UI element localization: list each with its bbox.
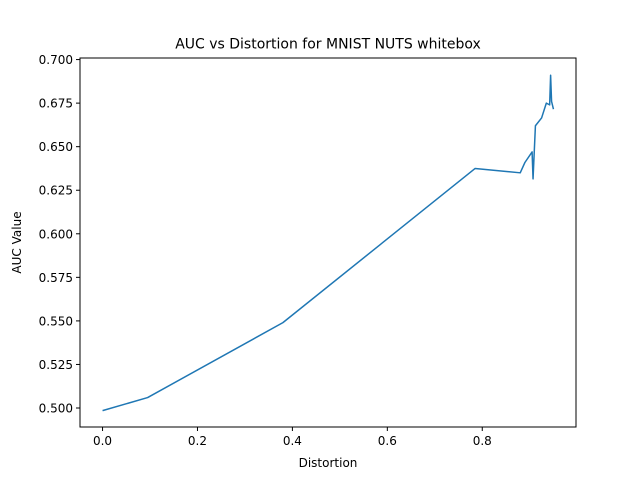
y-axis-label: AUC Value bbox=[10, 211, 24, 273]
y-tick-label: 0.575 bbox=[39, 271, 73, 285]
chart-title: AUC vs Distortion for MNIST NUTS whitebo… bbox=[175, 37, 481, 53]
x-tick-label: 0.8 bbox=[473, 434, 492, 448]
y-tick-label: 0.600 bbox=[39, 227, 73, 241]
y-tick-label: 0.525 bbox=[39, 358, 73, 372]
y-tick-label: 0.550 bbox=[39, 314, 73, 328]
y-tick-label: 0.625 bbox=[39, 184, 73, 198]
y-tick-label: 0.650 bbox=[39, 140, 73, 154]
series-line bbox=[102, 74, 555, 412]
series-layer bbox=[102, 74, 555, 412]
y-tick-label: 0.675 bbox=[39, 97, 73, 111]
axes-frame bbox=[79, 57, 577, 428]
x-tick-label: 0.2 bbox=[188, 434, 207, 448]
y-tick-label: 0.700 bbox=[39, 53, 73, 67]
x-tick-label: 0.6 bbox=[378, 434, 397, 448]
plot-area bbox=[79, 57, 577, 428]
y-tick-label: 0.500 bbox=[39, 402, 73, 416]
y-axis-ticks: 0.500 0.525 0.550 0.575 0.600 0.625 0.650 0.675… bbox=[39, 53, 80, 416]
x-tick-label: 0.4 bbox=[283, 434, 302, 448]
x-tick-label: 0.0 bbox=[93, 434, 112, 448]
x-axis-ticks: 0.0 0.2 0.4 0.6 0.8 bbox=[93, 427, 492, 448]
x-axis-label: Distortion bbox=[299, 456, 358, 470]
